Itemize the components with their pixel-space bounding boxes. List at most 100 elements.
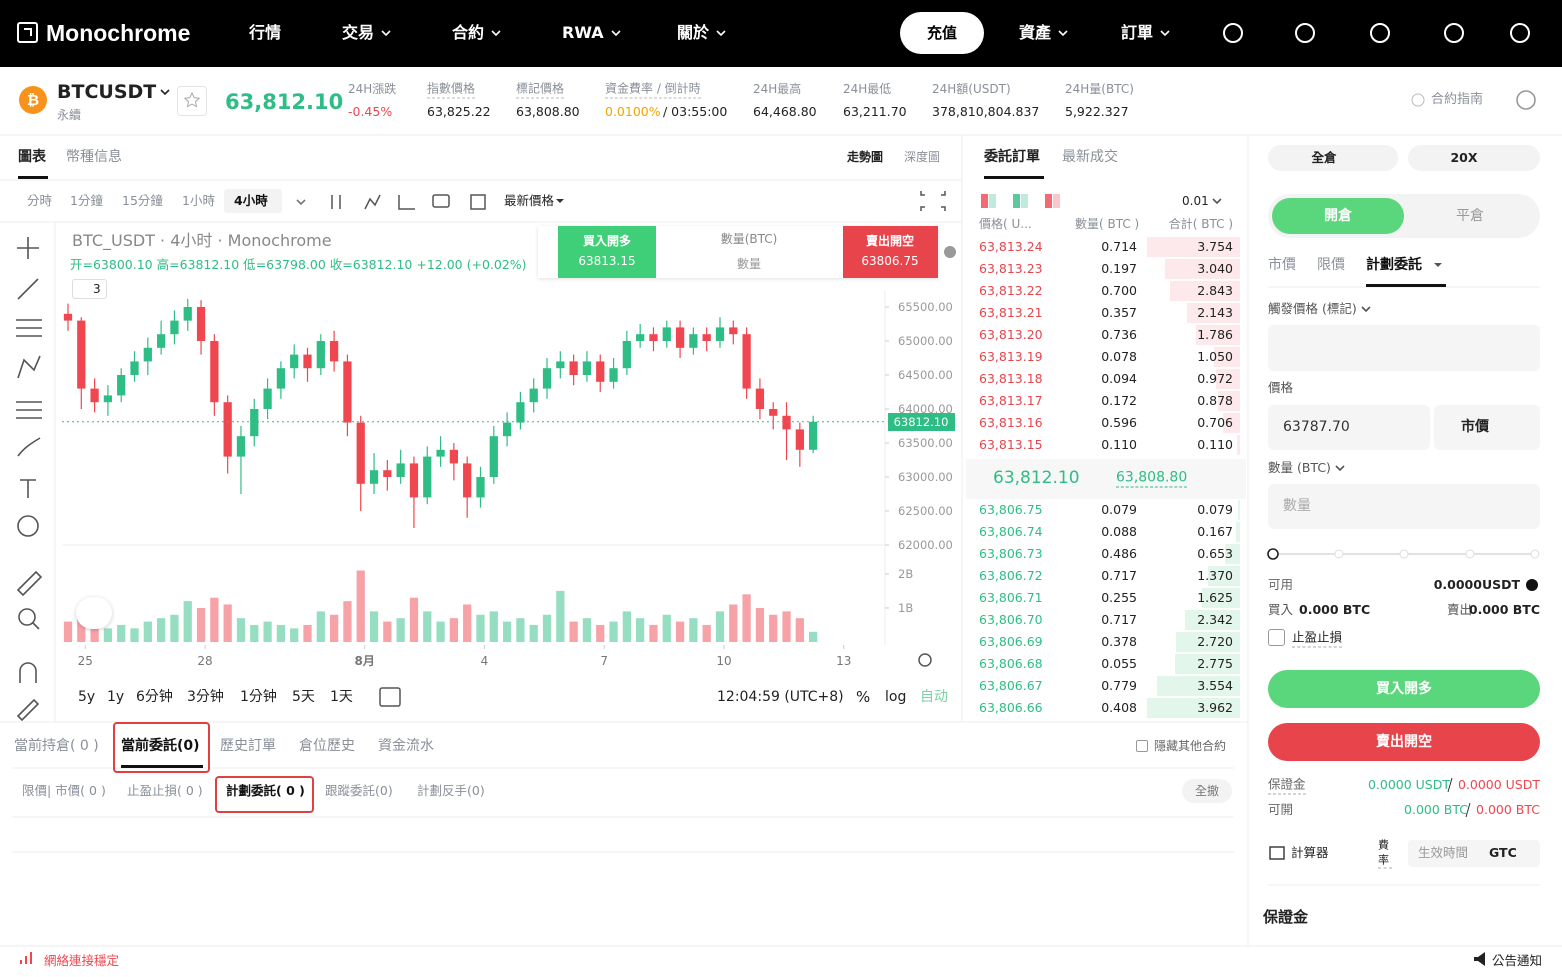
- effective-value[interactable]: GTC: [1489, 845, 1517, 860]
- cancel-all[interactable]: [1182, 779, 1232, 803]
- hide-others[interactable]: 隱藏其他合約: [1154, 739, 1227, 753]
- orders-subtab[interactable]: 計劃反手(0): [417, 783, 485, 798]
- margin-mode[interactable]: [1268, 145, 1398, 171]
- orders-subtab[interactable]: 跟蹤委託(0): [325, 783, 393, 798]
- qty-placeholder[interactable]: 數量: [1283, 498, 1311, 514]
- cancel-all-label[interactable]: 全撤: [1194, 784, 1220, 798]
- range-button[interactable]: 5y: [78, 689, 96, 705]
- book-price[interactable]: 63,806.71: [979, 590, 1043, 605]
- orders-subtab[interactable]: 止盈止損( 0 ): [127, 783, 203, 798]
- interval[interactable]: 分時: [27, 193, 53, 208]
- leverage[interactable]: [1408, 145, 1540, 171]
- chart-tab[interactable]: 圖表: [18, 149, 46, 165]
- book-price[interactable]: 63,813.19: [979, 349, 1043, 364]
- order-type[interactable]: 市價: [1268, 257, 1296, 273]
- orders-tab[interactable]: 資金流水: [378, 738, 434, 754]
- precision[interactable]: 0.01: [1182, 194, 1209, 208]
- deposit-label[interactable]: 充值: [926, 24, 958, 42]
- nav-item[interactable]: 合約: [452, 23, 485, 42]
- tpsl-checkbox[interactable]: [1268, 629, 1285, 646]
- interval[interactable]: 1小時: [182, 193, 215, 208]
- indicator-toggle[interactable]: [72, 279, 107, 299]
- book-price[interactable]: 63,806.66: [979, 700, 1043, 715]
- range-button[interactable]: 5天: [292, 689, 315, 705]
- book-price[interactable]: 63,813.17: [979, 393, 1043, 408]
- open-side[interactable]: [1272, 198, 1404, 234]
- range-button[interactable]: 1y: [107, 689, 125, 705]
- percent-toggle[interactable]: %: [856, 688, 871, 706]
- nav-item[interactable]: 訂單: [1121, 23, 1154, 42]
- book-price[interactable]: 63,806.67: [979, 678, 1043, 693]
- view-tab[interactable]: 走勢圖: [847, 150, 884, 164]
- book-price[interactable]: 63,813.22: [979, 283, 1043, 298]
- orders-tab[interactable]: 當前持倉( 0 ): [14, 738, 99, 754]
- book-price[interactable]: 63,813.24: [979, 239, 1043, 254]
- chart-tab[interactable]: 幣種信息: [66, 149, 122, 165]
- nav-item[interactable]: 交易: [342, 23, 375, 42]
- price-input[interactable]: [1268, 405, 1430, 450]
- side-label[interactable]: 平倉: [1456, 208, 1484, 224]
- auto-toggle[interactable]: 自动: [920, 689, 948, 705]
- quick-sell[interactable]: [843, 226, 938, 278]
- trigger-input[interactable]: [1268, 325, 1540, 371]
- book-price[interactable]: 63,806.74: [979, 524, 1043, 539]
- range-button[interactable]: 3分钟: [187, 689, 224, 705]
- quick-buy-label[interactable]: 買入開多: [582, 234, 632, 248]
- nav-item[interactable]: 資產: [1019, 23, 1052, 42]
- order-type[interactable]: 限價: [1317, 257, 1345, 273]
- favorite-button[interactable]: [177, 86, 207, 116]
- contract-guide[interactable]: 合約指南: [1431, 92, 1484, 107]
- price-type[interactable]: 最新價格: [504, 193, 555, 208]
- range-button[interactable]: 6分钟: [136, 689, 173, 705]
- book-price[interactable]: 63,813.16: [979, 415, 1043, 430]
- book-price[interactable]: 63,806.73: [979, 546, 1043, 561]
- logo[interactable]: Monochrome: [46, 20, 191, 46]
- price-value[interactable]: 63787.70: [1283, 419, 1350, 435]
- deposit-button[interactable]: [900, 12, 984, 54]
- view-tab[interactable]: 深度圖: [904, 150, 941, 164]
- quick-qty[interactable]: 數量: [736, 257, 762, 271]
- fee[interactable]: 費率: [1378, 838, 1392, 869]
- book-price[interactable]: 63,806.69: [979, 634, 1043, 649]
- leverage-label[interactable]: 20X: [1450, 150, 1478, 165]
- symbol[interactable]: BTCUSDT: [57, 81, 157, 103]
- orders-subtab[interactable]: 限價| 市價( 0 ): [22, 783, 106, 798]
- announcements[interactable]: 公告通知: [1492, 953, 1543, 968]
- book-price[interactable]: 63,813.18: [979, 371, 1043, 386]
- orders-tab[interactable]: 倉位歷史: [299, 738, 355, 754]
- buy-button-label[interactable]: 買入開多: [1376, 681, 1432, 697]
- orders-tab[interactable]: 當前委託(0): [121, 738, 200, 754]
- tpsl-label[interactable]: 止盈止損: [1292, 629, 1343, 648]
- book-price[interactable]: 63,813.21: [979, 305, 1043, 320]
- margin-mode-label[interactable]: 全倉: [1311, 150, 1337, 165]
- book-tab[interactable]: 委託訂單: [984, 149, 1040, 165]
- quick-sell-price[interactable]: 63806.75: [861, 254, 919, 268]
- side-label[interactable]: 開倉: [1324, 208, 1352, 224]
- sell-button[interactable]: [1268, 723, 1540, 761]
- interval[interactable]: 1分鐘: [70, 193, 103, 208]
- log-toggle[interactable]: log: [885, 689, 907, 705]
- orders-tab[interactable]: 歷史訂單: [220, 738, 276, 754]
- quick-buy[interactable]: [558, 226, 656, 278]
- book-tab[interactable]: 最新成交: [1062, 149, 1118, 165]
- range-button[interactable]: 1天: [330, 689, 353, 705]
- effective-time[interactable]: [1408, 840, 1540, 867]
- book-price[interactable]: 63,806.68: [979, 656, 1043, 671]
- qty-input[interactable]: [1268, 484, 1540, 529]
- quick-buy-price[interactable]: 63813.15: [578, 254, 636, 268]
- quick-sell-label[interactable]: 賣出開空: [865, 234, 915, 248]
- order-type[interactable]: 計劃委託: [1366, 257, 1422, 273]
- nav-item[interactable]: RWA: [562, 23, 604, 42]
- buy-button[interactable]: [1268, 670, 1540, 708]
- market-button-label[interactable]: 市價: [1461, 419, 1489, 435]
- range-button[interactable]: 1分钟: [240, 689, 277, 705]
- interval[interactable]: 4小時: [234, 193, 268, 208]
- orders-subtab[interactable]: 計劃委託( 0 ): [226, 783, 305, 798]
- calculator[interactable]: 計算器: [1291, 845, 1329, 860]
- sell-button-label[interactable]: 賣出開空: [1376, 734, 1432, 750]
- hide-checkbox[interactable]: [1136, 740, 1148, 752]
- nav-item[interactable]: 行情: [249, 23, 282, 42]
- market-button[interactable]: [1434, 405, 1540, 450]
- book-price[interactable]: 63,813.20: [979, 327, 1043, 342]
- book-price[interactable]: 63,806.75: [979, 502, 1043, 517]
